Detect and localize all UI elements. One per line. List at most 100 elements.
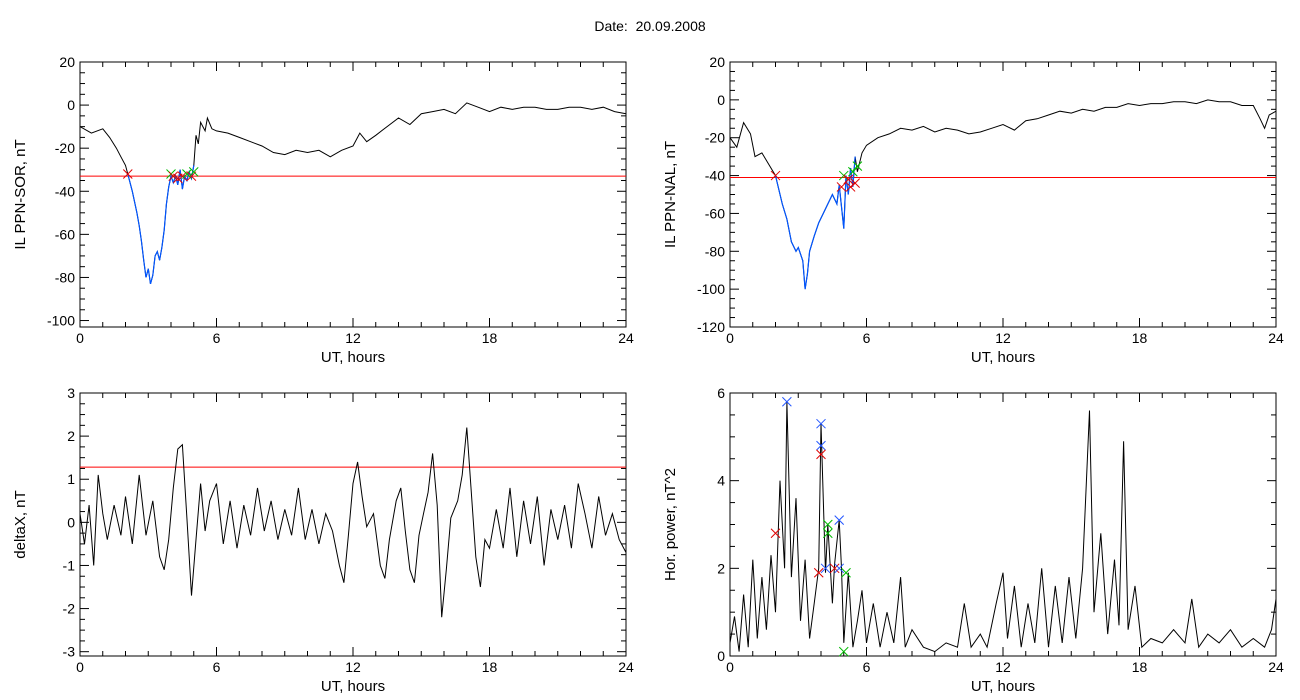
x-marker (845, 182, 856, 192)
x-marker (843, 174, 854, 185)
y-tick-label: 0 (717, 648, 725, 664)
x-marker (836, 182, 847, 192)
x-tick-label: 0 (726, 659, 734, 675)
y-axis-label: deltaX, nT (12, 490, 29, 558)
x-marker (847, 166, 858, 177)
x-tick-label: 24 (1268, 330, 1284, 346)
x-tick-label: 18 (1132, 330, 1148, 346)
x-marker (813, 567, 824, 578)
plot-frame (79, 392, 627, 657)
x-marker-stroke (834, 515, 845, 525)
y-tick-label: 4 (717, 473, 725, 489)
x-marker (188, 167, 199, 177)
x-marker-stroke (770, 528, 781, 539)
x-marker (122, 169, 133, 179)
x-tick-label: 0 (76, 659, 84, 675)
y-tick-label: 0 (717, 92, 725, 108)
y-tick-label: -20 (55, 140, 75, 156)
x-marker-stroke (838, 646, 849, 657)
y-tick-label: -1 (63, 557, 76, 573)
x-marker-stroke (834, 563, 845, 574)
x-tick-label: 24 (1268, 659, 1284, 675)
x-tick-label: 24 (618, 659, 634, 675)
x-tick-label: 18 (482, 659, 498, 675)
x-marker-stroke (182, 169, 192, 179)
plot-frame (729, 61, 1277, 328)
x-marker (838, 646, 849, 657)
x-marker-stroke (770, 170, 781, 181)
x-tick-label: 6 (213, 659, 221, 675)
x-marker-stroke (852, 161, 863, 171)
x-tick-label: 0 (76, 330, 84, 346)
x-marker (834, 515, 845, 525)
y-tick-label: 1 (67, 471, 75, 487)
y-tick-label: -120 (697, 319, 725, 335)
x-marker-stroke (816, 449, 826, 460)
series-line (729, 401, 1277, 653)
x-axis-label: UT, hours (321, 678, 385, 695)
x-marker-stroke (122, 169, 133, 179)
x-tick-label: 24 (618, 330, 634, 346)
x-marker-stroke (829, 563, 840, 574)
x-marker (816, 440, 826, 451)
x-marker (841, 567, 851, 578)
highlight-segment (774, 156, 856, 290)
x-marker-stroke (843, 174, 854, 185)
x-tick-label: 12 (345, 330, 361, 346)
panel-il-ppn-sor: 0 6 12 18 24 -100 -80 -60 -40 -20 0 20 UT, hours IL P… (12, 54, 634, 366)
x-marker-stroke (816, 418, 826, 429)
y-tick-label: -60 (705, 205, 725, 221)
y-tick-label: -100 (697, 281, 725, 297)
x-marker-stroke (845, 182, 856, 192)
x-axis-label: UT, hours (971, 678, 1035, 695)
x-marker-stroke (822, 519, 833, 530)
y-axis-label: Hor. power, nT^2 (662, 468, 679, 581)
y-tick-label: -20 (705, 130, 725, 146)
x-tick-label: 6 (863, 330, 871, 346)
x-axis-label: UT, hours (321, 349, 385, 366)
y-axis-label: IL PPN-NAL, nT (662, 141, 679, 248)
y-tick-label: -80 (55, 269, 75, 285)
x-marker-stroke (813, 567, 824, 578)
page-title: Date: 20.09.2008 (594, 18, 706, 34)
y-tick-label: 6 (717, 385, 725, 401)
x-marker-stroke (168, 171, 179, 182)
x-marker (816, 418, 826, 429)
panel-il-ppn-nal: 0 6 12 18 24 -120 -100 -80 -60 -40 -20 0 20 UT, hours… (662, 54, 1284, 366)
y-tick-label: -2 (63, 601, 76, 617)
x-marker-stroke (820, 563, 831, 574)
x-marker-stroke (816, 440, 826, 451)
x-tick-label: 12 (995, 330, 1011, 346)
x-marker (822, 519, 833, 530)
x-marker (834, 563, 845, 574)
x-marker (829, 563, 840, 574)
y-tick-label: 20 (59, 54, 75, 70)
y-tick-label: -3 (63, 644, 76, 660)
x-marker (782, 396, 792, 407)
x-marker-stroke (822, 528, 833, 539)
highlight-segment (127, 165, 195, 285)
x-tick-label: 18 (1132, 659, 1148, 675)
x-tick-label: 6 (213, 330, 221, 346)
y-tick-label: 0 (67, 97, 75, 113)
series-line (79, 427, 627, 618)
x-tick-label: 0 (726, 330, 734, 346)
x-tick-label: 18 (482, 330, 498, 346)
x-marker-stroke (836, 182, 847, 192)
x-marker (850, 178, 860, 188)
x-marker (852, 161, 863, 171)
y-tick-label: 3 (67, 385, 75, 401)
x-axis-label: UT, hours (971, 349, 1035, 366)
series-line (729, 99, 1277, 290)
plot-frame (79, 61, 627, 328)
x-marker-stroke (782, 396, 792, 407)
x-marker (770, 170, 781, 181)
y-axis-label: IL PPN-SOR, nT (12, 139, 29, 249)
x-marker (820, 563, 831, 574)
x-marker-stroke (838, 170, 849, 181)
x-marker (822, 528, 833, 539)
y-tick-label: 2 (717, 560, 725, 576)
x-marker-stroke (188, 167, 199, 177)
